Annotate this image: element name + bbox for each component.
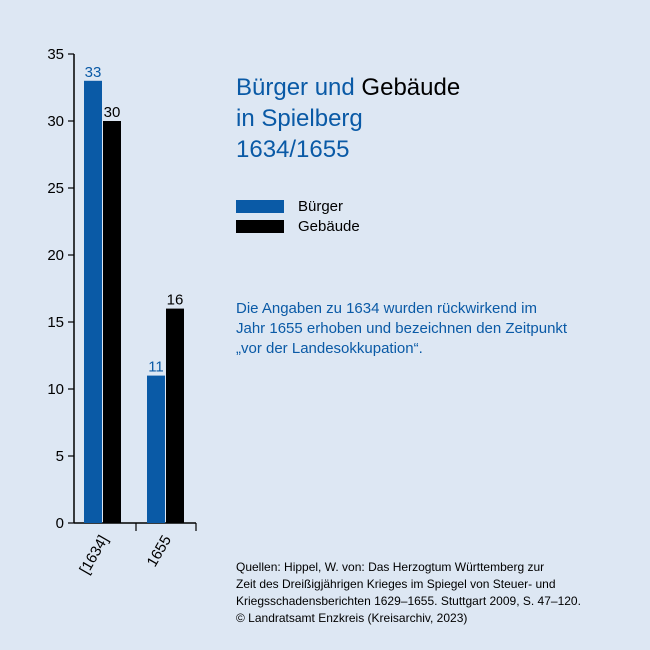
source-line: Zeit des Dreißigjährigen Krieges im Spie…: [236, 577, 556, 591]
source-credits: Quellen: Hippel, W. von: Das Herzogtum W…: [236, 559, 636, 627]
chart-data-labels: 33 30 11 16: [85, 64, 184, 376]
legend-label-gebaeude: Gebäude: [298, 217, 360, 235]
chart-title: Bürger und Gebäude in Spielberg 1634/165…: [236, 72, 460, 165]
legend-swatch-gebaeude: [236, 219, 284, 233]
title-part-gebaeude: Gebäude: [361, 74, 461, 101]
bar: [166, 308, 184, 523]
y-tick-label: 15: [47, 314, 64, 331]
legend-label-buerger: Bürger: [298, 197, 344, 215]
y-tick-label: 30: [47, 113, 64, 130]
bar-value-label: 11: [148, 359, 164, 376]
source-line: Quellen: Hippel, W. von: Das Herzogtum W…: [236, 560, 545, 574]
y-tick-label: 5: [56, 448, 64, 465]
bar-value-label: 33: [85, 64, 102, 81]
title-line-place: in Spielberg: [236, 105, 363, 132]
chart-bars: [84, 80, 184, 524]
y-tick-label: 10: [47, 381, 64, 398]
chart-note: Die Angaben zu 1634 wurden rückwirkend i…: [236, 299, 636, 359]
bar: [147, 375, 165, 523]
legend-item-buerger: Bürger: [236, 196, 360, 216]
bar: [103, 121, 121, 523]
note-line: „vor der Landesokkupation“.: [236, 340, 423, 357]
x-category-label: 1655: [144, 533, 175, 570]
bar-value-label: 30: [104, 104, 121, 121]
bar: [84, 80, 102, 524]
legend-item-gebaeude: Gebäude: [236, 216, 360, 236]
source-line: Kriegsschadensberichten 1629–1655. Stutt…: [236, 594, 581, 608]
note-line: Jahr 1655 erhoben und bezeichnen den Zei…: [236, 320, 568, 337]
y-tick-label: 35: [47, 46, 64, 63]
copyright-line: © Landratsamt Enzkreis (Kreisarchiv, 202…: [236, 611, 468, 625]
y-tick-label: 20: [47, 247, 64, 264]
note-line: Die Angaben zu 1634 wurden rückwirkend i…: [236, 300, 538, 317]
legend-swatch-buerger: [236, 199, 284, 213]
chart-legend: Bürger Gebäude: [236, 196, 360, 236]
y-tick-label: 0: [56, 515, 64, 532]
x-category-label: [1634]: [76, 533, 112, 578]
bar-value-label: 16: [167, 292, 184, 309]
y-tick-label: 25: [47, 180, 64, 197]
title-part-buerger: Bürger und: [236, 74, 355, 101]
title-line-years: 1634/1655: [236, 136, 350, 163]
